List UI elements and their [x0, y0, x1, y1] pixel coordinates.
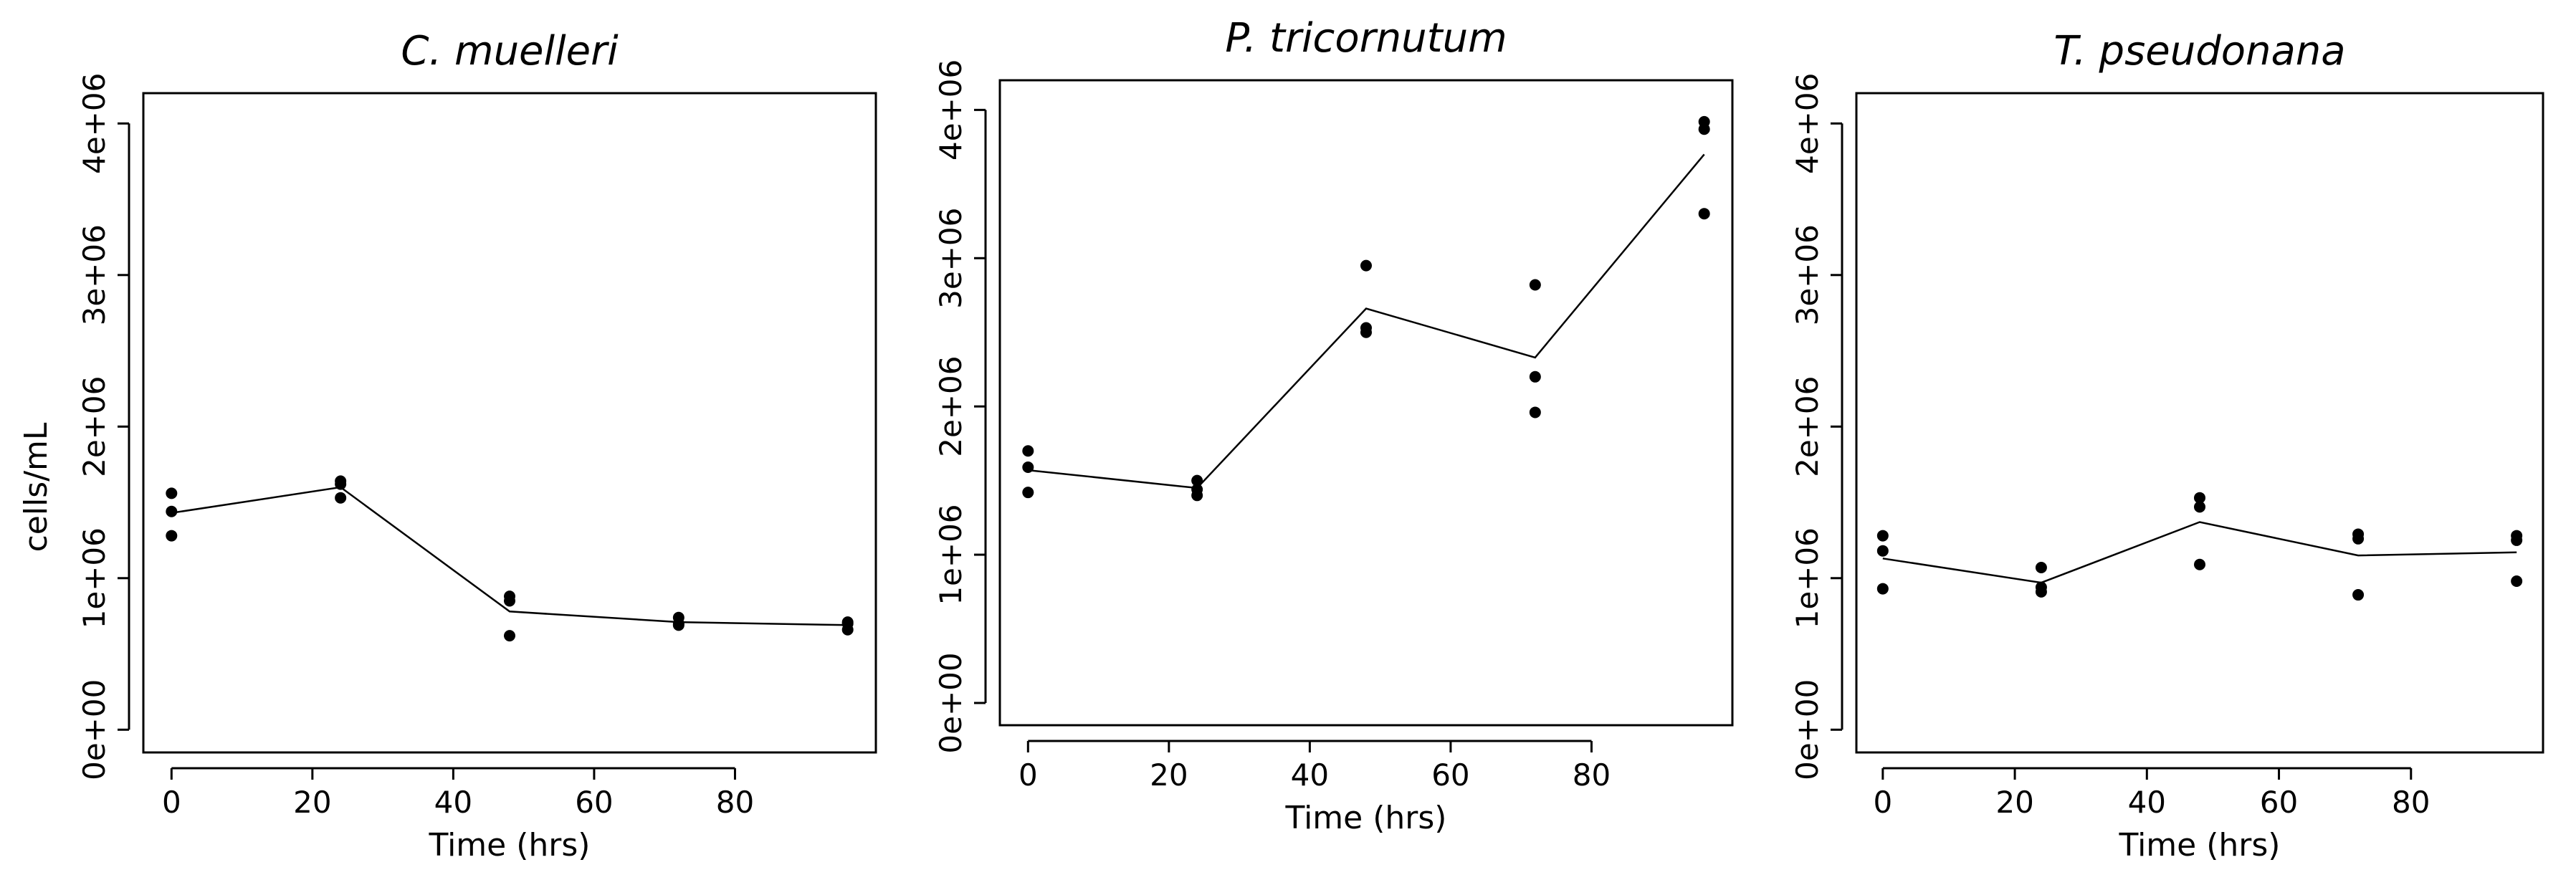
- mean-line: [171, 486, 848, 626]
- y-tick-label: 2e+06: [933, 356, 968, 457]
- x-tick-label: 80: [716, 785, 754, 820]
- data-point: [504, 595, 515, 607]
- panels: C. muelleri 0 20 40 60 80 Time (hrs) 0e+00 1e+06…: [77, 15, 2544, 864]
- data-point: [1876, 530, 1889, 542]
- y-tick-label: 4e+06: [77, 73, 112, 174]
- data-point: [1191, 489, 1203, 502]
- data-point: [166, 487, 178, 499]
- data-point: [2511, 575, 2523, 588]
- data-point: [2194, 492, 2205, 504]
- y-tick-label: 0e+00: [77, 679, 112, 780]
- chart-panel-2: P. tricornutum 0 20 40 60 80 Time (hrs) 0e+00 1e…: [933, 15, 1734, 836]
- data-point: [1022, 445, 1034, 457]
- x-axis-title: Time (hrs): [429, 827, 591, 864]
- x-tick-label: 80: [1573, 757, 1611, 793]
- x-tick-label: 80: [2392, 785, 2430, 820]
- data-point: [166, 505, 178, 517]
- x-tick-label: 60: [575, 785, 613, 820]
- data-point: [1022, 487, 1034, 499]
- y-tick-label: 4e+06: [1790, 73, 1825, 174]
- x-tick-label: 0: [1019, 757, 1038, 793]
- x-axis-title: Time (hrs): [2119, 827, 2281, 864]
- plot-frame: [142, 92, 877, 754]
- y-tick-label: 3e+06: [1790, 224, 1825, 325]
- data-point: [1529, 406, 1541, 419]
- plot-frame: [998, 79, 1734, 727]
- data-point: [166, 530, 178, 542]
- chart-title: T. pseudonana: [2053, 28, 2345, 75]
- data-point: [1698, 208, 1710, 220]
- x-tick-label: 20: [1150, 757, 1188, 793]
- mean-line: [1028, 153, 1705, 489]
- x-tick-label: 40: [434, 785, 472, 820]
- data-point: [335, 478, 347, 490]
- data-point: [1876, 545, 1889, 557]
- figure-y-axis-title: cells/mL: [18, 422, 54, 552]
- data-point: [1022, 461, 1034, 473]
- data-point: [2352, 532, 2365, 545]
- y-tick-label: 2e+06: [77, 376, 112, 477]
- y-tick-label: 3e+06: [933, 208, 968, 309]
- chart-title: C. muelleri: [401, 28, 619, 75]
- data-point: [335, 492, 347, 504]
- data-point: [1529, 279, 1541, 291]
- y-tick-label: 4e+06: [933, 59, 968, 161]
- y-tick-label: 2e+06: [1790, 376, 1825, 477]
- y-tick-label: 1e+06: [1790, 527, 1825, 628]
- chart-panel-1: C. muelleri 0 20 40 60 80 Time (hrs) 0e+00 1e+06…: [77, 28, 877, 864]
- data-point: [2035, 585, 2047, 598]
- y-tick-label: 1e+06: [77, 527, 112, 628]
- plot-frame: [1855, 92, 2544, 754]
- data-point: [672, 619, 684, 631]
- x-axis-title: Time (hrs): [1285, 800, 1447, 836]
- x-tick-label: 40: [2128, 785, 2166, 820]
- chart-panel-3: T. pseudonana 0 20 40 60 80 Time (hrs) 0e+00 1e+…: [1790, 28, 2544, 864]
- y-tick-label: 0e+00: [1790, 679, 1825, 780]
- data-point: [2352, 589, 2365, 601]
- y-tick-label: 3e+06: [77, 224, 112, 325]
- data-point: [1698, 123, 1710, 135]
- x-tick-label: 60: [2260, 785, 2298, 820]
- data-point: [2035, 561, 2047, 573]
- y-tick-label: 0e+00: [933, 652, 968, 753]
- x-tick-label: 60: [1431, 757, 1469, 793]
- data-point: [841, 623, 854, 636]
- data-point: [1876, 583, 1889, 595]
- x-tick-label: 0: [1873, 785, 1892, 820]
- x-tick-label: 0: [162, 785, 181, 820]
- x-tick-label: 20: [293, 785, 331, 820]
- data-point: [1360, 259, 1372, 272]
- chart-title: P. tricornutum: [1225, 15, 1507, 62]
- data-point: [2194, 558, 2205, 570]
- data-point: [2511, 534, 2523, 546]
- data-point: [504, 630, 515, 642]
- x-tick-label: 40: [1291, 757, 1329, 793]
- data-point: [1191, 474, 1203, 487]
- mean-line: [1882, 521, 2517, 584]
- data-point: [2194, 501, 2205, 513]
- y-tick-label: 1e+06: [933, 504, 968, 605]
- data-point: [1360, 326, 1372, 338]
- data-point: [1529, 370, 1541, 383]
- x-tick-label: 20: [1995, 785, 2033, 820]
